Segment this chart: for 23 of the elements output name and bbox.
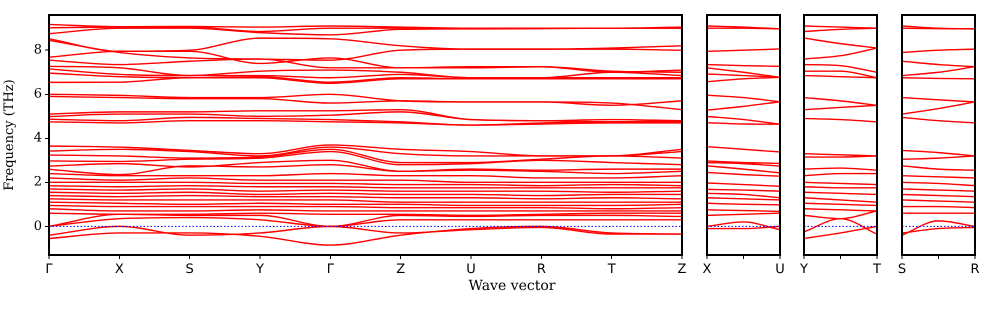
x-tick-label: Y <box>799 262 808 278</box>
x-tick-label: S <box>186 262 194 278</box>
x-axis-title: Wave vector <box>468 278 556 294</box>
y-axis-title: Frequency (THz) <box>2 79 18 191</box>
x-tick-label: R <box>970 262 980 278</box>
x-tick-label: Y <box>255 262 264 278</box>
x-tick-label: Z <box>678 262 687 278</box>
x-tick-label: X <box>114 262 124 278</box>
y-tick-label: 4 <box>34 130 42 146</box>
y-tick-label: 8 <box>34 42 42 58</box>
x-tick-label: R <box>536 262 546 278</box>
x-tick-label: Γ <box>326 262 335 278</box>
x-tick-label: T <box>872 262 882 278</box>
x-tick-label: T <box>606 262 616 278</box>
x-tick-label: Z <box>396 262 406 278</box>
x-tick-label: S <box>898 262 906 278</box>
x-tick-label: X <box>702 262 712 278</box>
x-tick-label: U <box>775 262 785 278</box>
y-tick-label: 0 <box>34 218 42 234</box>
y-tick-label: 6 <box>34 86 42 102</box>
y-tick-label: 2 <box>34 174 42 190</box>
x-tick-label: Γ <box>45 262 54 278</box>
x-tick-label: U <box>466 262 476 278</box>
